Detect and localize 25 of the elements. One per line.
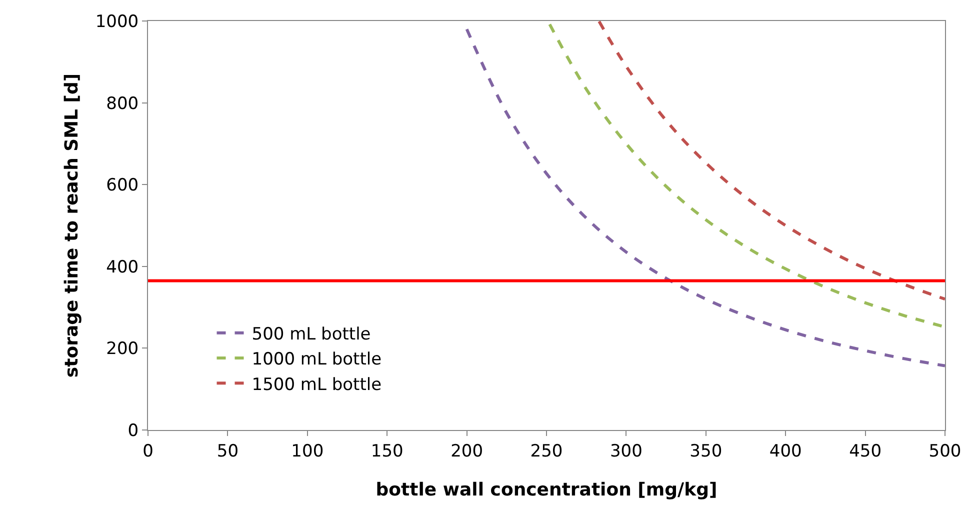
x-tick-label: 250 xyxy=(530,441,563,462)
x-axis-title: bottle wall concentration [mg/kg] xyxy=(376,480,718,500)
y-tick-label: 0 xyxy=(128,420,139,441)
legend-label: 1500 mL bottle xyxy=(252,374,382,395)
y-tick-label: 1000 xyxy=(95,12,139,32)
x-tick-label: 500 xyxy=(928,441,962,462)
x-tick-label: 450 xyxy=(849,441,882,462)
y-axis-title: storage time to reach SML [d] xyxy=(62,73,83,378)
y-tick-label: 200 xyxy=(106,339,139,360)
legend-label: 1000 mL bottle xyxy=(252,350,382,370)
x-tick-label: 300 xyxy=(610,441,642,462)
y-tick-label: 400 xyxy=(106,257,139,278)
x-tick-label: 350 xyxy=(690,441,722,462)
y-tick-label: 800 xyxy=(106,94,139,114)
x-tick-label: 100 xyxy=(291,441,324,462)
line-series xyxy=(548,22,945,328)
y-tick-label: 600 xyxy=(106,176,139,196)
x-tick-label: 50 xyxy=(216,441,239,462)
line-series xyxy=(598,21,945,301)
x-tick-label: 0 xyxy=(142,441,154,462)
x-tick-label: 200 xyxy=(450,441,484,462)
x-tick-label: 150 xyxy=(370,441,404,462)
line-series xyxy=(465,28,945,368)
legend-label: 500 mL bottle xyxy=(252,324,371,345)
x-tick-label: 400 xyxy=(769,441,802,462)
